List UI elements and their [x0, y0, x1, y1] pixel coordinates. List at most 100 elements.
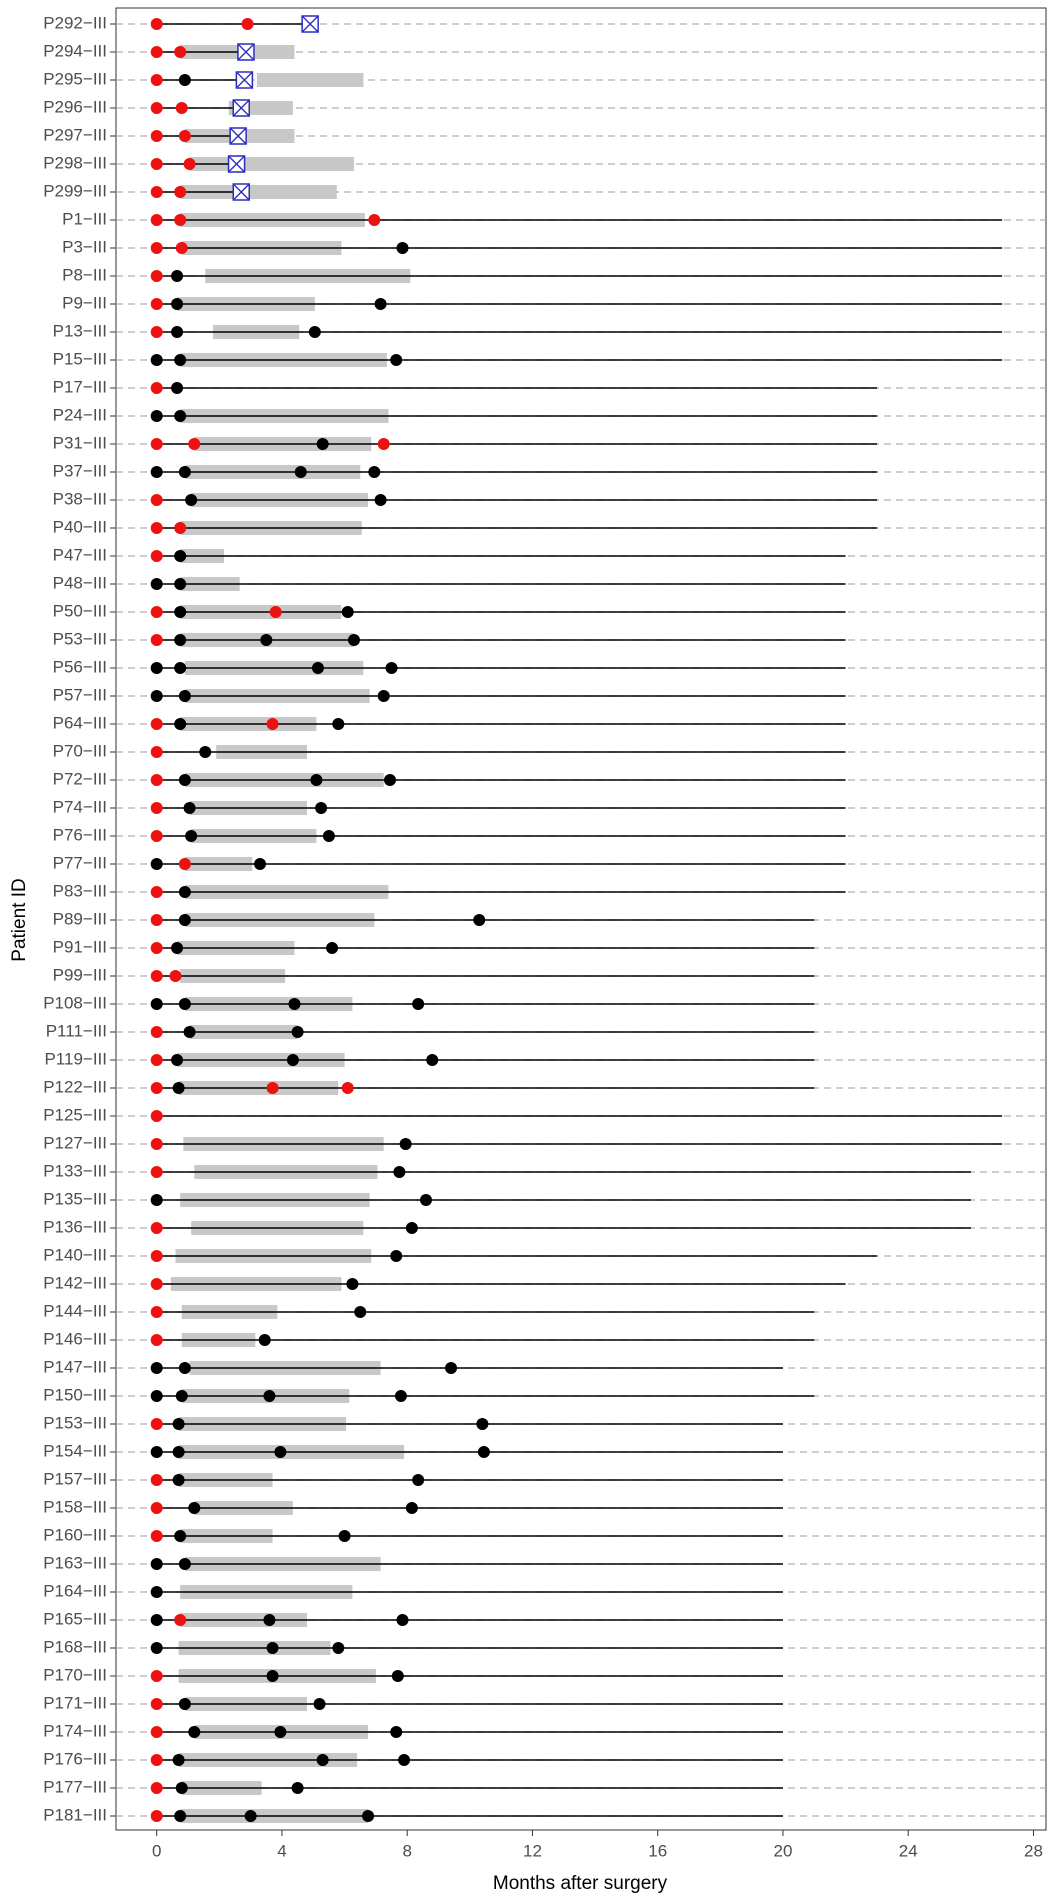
y-tick-label: P119−III [44, 1049, 107, 1068]
event-dot [150, 354, 163, 366]
event-dot [150, 1698, 163, 1710]
event-dot [362, 1810, 375, 1822]
event-dot [315, 802, 328, 814]
event-dot [169, 970, 182, 982]
event-dot [172, 1418, 185, 1430]
event-dot [263, 1390, 276, 1402]
event-dot [150, 1250, 163, 1262]
event-dot [291, 1782, 304, 1794]
event-dot [150, 214, 163, 226]
x-tick-label: 4 [277, 1841, 286, 1860]
event-dot [266, 1082, 279, 1094]
event-dot [178, 858, 191, 870]
event-dot [398, 1754, 411, 1766]
event-dot [412, 1474, 425, 1486]
event-dot [178, 130, 191, 142]
y-tick-label: P147−III [43, 1357, 107, 1376]
event-dot [174, 1810, 187, 1822]
y-tick-label: P56−III [53, 657, 107, 676]
y-tick-label: P177−III [43, 1777, 107, 1796]
event-dot [150, 1054, 163, 1066]
event-dot [150, 1446, 163, 1458]
death-marker [229, 127, 247, 145]
y-tick-label: P99−III [53, 965, 107, 984]
event-dot [172, 1754, 185, 1766]
y-tick-label: P53−III [53, 629, 107, 648]
event-dot [150, 1530, 163, 1542]
event-dot [405, 1222, 418, 1234]
event-dot [322, 830, 335, 842]
event-dot [150, 1222, 163, 1234]
y-tick-label: P77−III [53, 853, 107, 872]
y-tick-label: P91−III [53, 937, 107, 956]
event-dot [477, 1446, 490, 1458]
event-dot [150, 1082, 163, 1094]
event-dot [269, 606, 282, 618]
treatment-bar [180, 185, 337, 199]
event-dot [326, 942, 339, 954]
y-tick-label: P64−III [53, 713, 107, 732]
event-dot [150, 1278, 163, 1290]
event-dot [150, 242, 163, 254]
event-dot [150, 1334, 163, 1346]
event-dot [374, 494, 387, 506]
event-dot [172, 1474, 185, 1486]
event-dot [150, 1670, 163, 1682]
event-dot [383, 774, 396, 786]
event-dot [341, 1082, 354, 1094]
event-dot [171, 942, 184, 954]
event-dot [183, 802, 196, 814]
y-tick-label: P127−III [43, 1133, 107, 1152]
y-tick-label: P15−III [53, 349, 107, 368]
event-dot [150, 1026, 163, 1038]
death-cross [229, 127, 247, 145]
event-dot [174, 662, 187, 674]
event-dot [346, 1278, 359, 1290]
event-dot [150, 1726, 163, 1738]
event-dot [150, 410, 163, 422]
event-dot [150, 1194, 163, 1206]
event-dot [394, 1390, 407, 1402]
event-dot [150, 998, 163, 1010]
event-dot [150, 522, 163, 534]
y-tick-label: P50−III [53, 601, 107, 620]
event-dot [313, 1698, 326, 1710]
event-dot [274, 1726, 287, 1738]
event-dot [347, 634, 360, 646]
event-dot [174, 410, 187, 422]
y-tick-label: P296−III [43, 97, 107, 116]
event-dot [294, 466, 307, 478]
event-dot [174, 718, 187, 730]
y-tick-label: P170−III [43, 1665, 107, 1684]
y-tick-label: P168−III [43, 1637, 107, 1656]
event-dot [175, 102, 188, 114]
y-tick-label: P297−III [43, 125, 107, 144]
event-dot [178, 690, 191, 702]
event-dot [391, 1670, 404, 1682]
death-marker [232, 99, 251, 117]
event-dot [150, 970, 163, 982]
event-dot [183, 158, 196, 170]
event-dot [150, 830, 163, 842]
event-dot [241, 18, 254, 30]
x-tick-label: 24 [899, 1841, 918, 1860]
event-dot [178, 1362, 191, 1374]
event-dot [150, 1362, 163, 1374]
y-tick-label: P13−III [53, 321, 107, 340]
event-dot [150, 1418, 163, 1430]
event-dot [150, 886, 163, 898]
y-tick-label: P163−III [43, 1553, 107, 1572]
y-tick-label: P181−III [43, 1805, 107, 1824]
event-dot [174, 634, 187, 646]
y-tick-label: P160−III [43, 1525, 107, 1544]
event-dot [150, 1810, 163, 1822]
event-dot [150, 942, 163, 954]
y-tick-label: P48−III [53, 573, 107, 592]
event-dot [266, 718, 279, 730]
y-tick-label: P292−III [43, 13, 107, 32]
y-tick-label: P76−III [53, 825, 107, 844]
y-tick-label: P31−III [53, 433, 107, 452]
event-dot [150, 1138, 163, 1150]
y-tick-label: P8−III [62, 265, 107, 284]
